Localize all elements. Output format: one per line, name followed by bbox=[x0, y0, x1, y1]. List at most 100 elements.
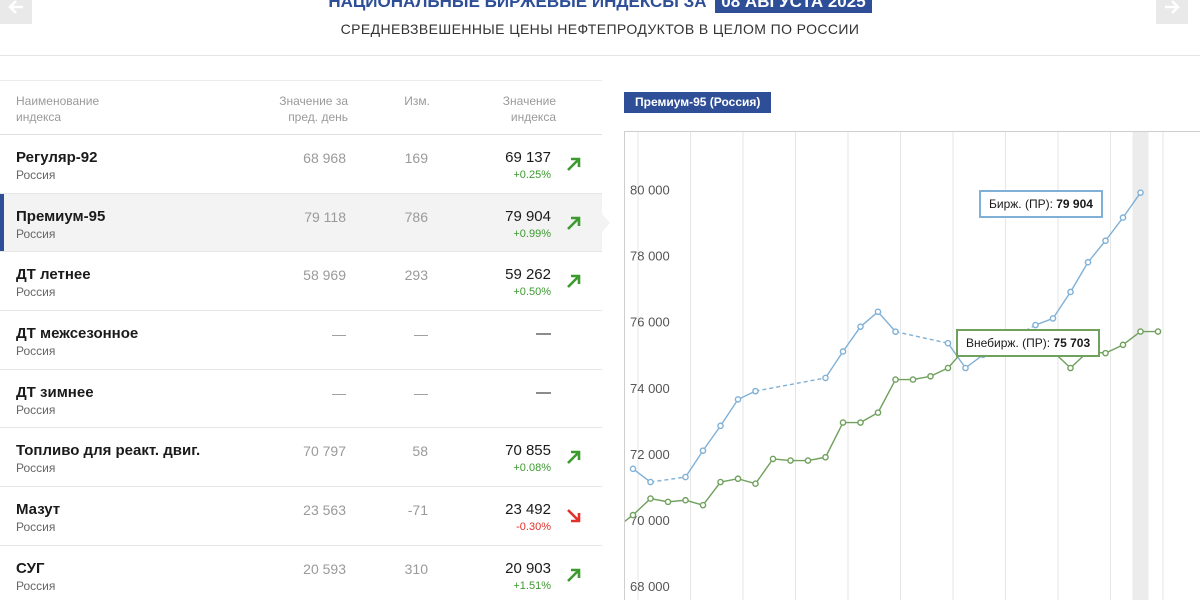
change-value: 310 bbox=[404, 560, 428, 577]
column-header-change: Изм. bbox=[404, 94, 430, 108]
change-value: 58 bbox=[412, 443, 428, 460]
series-0-point bbox=[1137, 189, 1144, 196]
series-0-segment bbox=[1052, 291, 1072, 319]
series-0-point bbox=[752, 387, 759, 395]
index-value: 79 904 bbox=[505, 207, 551, 225]
series-0-segment bbox=[632, 468, 651, 483]
index-name: Регуляр-92 bbox=[16, 149, 98, 166]
series-1-segment bbox=[625, 514, 634, 523]
series-0-point bbox=[822, 374, 829, 382]
prev-value: — bbox=[332, 384, 346, 401]
series-0-point bbox=[1102, 237, 1109, 245]
index-value: 69 137 bbox=[505, 149, 551, 166]
prev-date-button[interactable] bbox=[0, 0, 32, 24]
series-1-point bbox=[857, 419, 864, 426]
change-value: — bbox=[414, 384, 428, 401]
prev-value: 58 969 bbox=[303, 267, 346, 284]
y-tick-label: 72 000 bbox=[630, 447, 670, 462]
series-0-segment bbox=[895, 330, 949, 344]
index-region: Россия bbox=[16, 168, 56, 182]
y-tick-label: 74 000 bbox=[630, 381, 670, 396]
price-chart[interactable]: 68 000 70 000 72 000 74 000 76 000 78 000 80 0… bbox=[624, 131, 1200, 600]
series-1-segment bbox=[824, 422, 844, 458]
series-0-segment bbox=[1104, 217, 1124, 242]
y-tick-label: 78 000 bbox=[630, 249, 670, 264]
series-0-segment bbox=[650, 476, 686, 483]
next-date-button[interactable] bbox=[1156, 0, 1188, 24]
series-1-point bbox=[629, 511, 637, 519]
series-1-point bbox=[647, 495, 654, 502]
index-name: Топливо для реакт. двиг. bbox=[16, 442, 201, 460]
series-1-point bbox=[1154, 328, 1162, 335]
date-selector[interactable]: 08 АВГУСТА 2025 bbox=[715, 0, 872, 13]
trend-down-arrow-icon bbox=[567, 509, 581, 523]
series-0-point bbox=[857, 323, 864, 330]
index-table: Наименование индекса Значение за пред. д… bbox=[0, 80, 610, 600]
tooltip-birzh: Бирж. (ПР): 79 904 bbox=[979, 190, 1103, 218]
change-value: 786 bbox=[404, 208, 428, 225]
table-row[interactable]: Топливо для реакт. двиг. Россия 70 797 58 70… bbox=[0, 428, 602, 488]
tooltip-vnebirzh-value: 75 703 bbox=[1053, 336, 1091, 350]
series-0-point bbox=[1084, 258, 1092, 266]
y-tick-label: 80 000 bbox=[630, 183, 670, 198]
prev-value: 20 593 bbox=[303, 560, 346, 577]
series-0-segment bbox=[842, 326, 862, 352]
page-title: НАЦИОНАЛЬНЫЕ БИРЖЕВЫЕ ИНДЕКСЫ ЗА 08 АВГУ… bbox=[0, 0, 1200, 13]
series-1-segment bbox=[1122, 330, 1141, 346]
trend-up-arrow-icon bbox=[567, 157, 581, 171]
index-region: Россия bbox=[16, 226, 56, 241]
page-subtitle: СРЕДНЕВЗВЕШЕННЫЕ ЦЕНЫ НЕФТЕПРОДУКТОВ В Ц… bbox=[340, 21, 860, 37]
change-percent: +0.50% bbox=[513, 286, 551, 299]
trend-up-arrow-icon bbox=[567, 451, 581, 465]
chart-canvas[interactable]: 68 000 70 000 72 000 74 000 76 000 78 000 80 0… bbox=[625, 132, 1200, 600]
series-1-point bbox=[717, 478, 724, 486]
selected-day-band bbox=[1132, 132, 1149, 600]
prev-value: — bbox=[332, 326, 346, 343]
trend-up-arrow-icon bbox=[567, 568, 581, 582]
series-0-segment bbox=[702, 425, 722, 452]
series-1-segment bbox=[754, 458, 774, 485]
table-row[interactable]: ДТ межсезонное Россия — — — bbox=[0, 311, 602, 370]
series-0-point bbox=[699, 447, 707, 454]
series-1-point bbox=[664, 498, 672, 506]
series-0-segment bbox=[719, 399, 739, 427]
series-1-point bbox=[752, 480, 759, 487]
index-name: Премиум-95 bbox=[16, 207, 106, 225]
index-name: Мазут bbox=[16, 501, 61, 519]
table-row[interactable]: Мазут Россия 23 563 -71 23 492 -0.30% bbox=[0, 487, 602, 546]
table-row[interactable]: Регуляр-92 Россия 68 968 169 69 137 +0.25% bbox=[0, 135, 602, 194]
series-1-point bbox=[927, 372, 934, 380]
series-0-segment bbox=[1122, 192, 1142, 218]
index-region: Россия bbox=[16, 344, 56, 359]
series-0-point bbox=[734, 396, 742, 403]
column-header-prev: Значение за пред. день bbox=[279, 94, 348, 124]
series-0-segment bbox=[860, 311, 879, 328]
series-0-point bbox=[1032, 321, 1039, 329]
y-tick-label: 76 000 bbox=[630, 315, 670, 330]
series-1-point bbox=[944, 364, 952, 372]
table-row[interactable]: СУГ Россия 20 593 310 20 903 +1.51% bbox=[0, 546, 602, 600]
table-row[interactable]: ДТ зимнее Россия — — — bbox=[0, 370, 602, 429]
index-value: 59 262 bbox=[505, 266, 551, 284]
index-name: ДТ летнее bbox=[16, 266, 91, 284]
series-1-point bbox=[734, 475, 742, 483]
index-value: 70 855 bbox=[505, 442, 551, 460]
change-percent: +0.25% bbox=[513, 169, 551, 181]
trend-up-arrow-icon bbox=[567, 216, 581, 230]
index-region: Россия bbox=[16, 578, 56, 593]
table-row[interactable]: ДТ летнее Россия 58 969 293 59 262 +0.50% bbox=[0, 252, 602, 312]
series-1-point bbox=[769, 455, 777, 463]
series-0-point bbox=[1067, 288, 1074, 296]
change-percent: -0.30% bbox=[516, 521, 551, 534]
tooltip-vnebirzh-label: Внебирж. (ПР): bbox=[966, 336, 1051, 350]
index-name: ДТ межсезонное bbox=[16, 325, 139, 343]
prev-value: 79 118 bbox=[304, 208, 346, 225]
index-region: Россия bbox=[16, 461, 56, 476]
series-0-segment bbox=[1069, 261, 1089, 293]
change-percent: +0.99% bbox=[513, 227, 551, 240]
table-row[interactable]: Премиум-95 Россия 79 118 786 79 904 +0.99% bbox=[0, 193, 610, 253]
index-value: 20 903 bbox=[505, 559, 551, 577]
change-value: 169 bbox=[404, 150, 428, 166]
series-0-segment bbox=[877, 311, 897, 333]
y-tick-label: 68 000 bbox=[630, 579, 670, 594]
